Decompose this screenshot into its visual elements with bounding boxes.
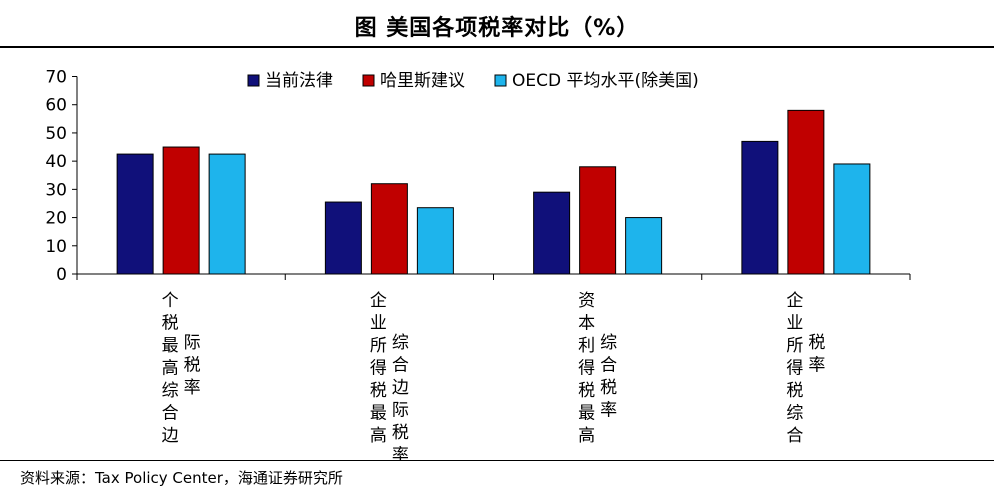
source-note: 资料来源：Tax Policy Center，海通证券研究所	[20, 469, 343, 487]
x-category-label: 际税率	[184, 333, 201, 398]
legend-label: 当前法律	[265, 71, 333, 91]
y-tick-label: 20	[45, 209, 67, 229]
x-category-label: 综合边际税率	[392, 333, 409, 460]
y-tick-label: 10	[45, 237, 67, 257]
title-bar: 图 美国各项税率对比（%）	[0, 0, 994, 48]
x-category-label: 企业所得税综合	[786, 291, 803, 446]
legend-label: 哈里斯建议	[380, 71, 465, 91]
y-tick-label: 30	[45, 180, 67, 200]
bar	[533, 191, 571, 275]
x-category-label: 个税最高综合边	[162, 291, 179, 446]
legend-label: OECD 平均水平(除美国)	[512, 71, 699, 91]
bar	[370, 183, 408, 275]
x-category-label: 资本利得税最高	[578, 291, 595, 446]
chart-title: 图 美国各项税率对比（%）	[354, 16, 640, 41]
bar	[324, 201, 362, 275]
x-category-label: 税率	[808, 333, 825, 376]
bar	[625, 217, 663, 275]
bar	[208, 153, 246, 275]
bar	[579, 166, 617, 275]
bar	[116, 153, 154, 275]
y-tick-label: 60	[45, 96, 67, 116]
bar	[741, 140, 779, 275]
bar	[162, 146, 200, 275]
y-tick-label: 0	[56, 265, 67, 285]
y-tick-label: 50	[45, 124, 67, 144]
x-category-label: 综合税率	[600, 333, 617, 421]
bar	[787, 109, 825, 275]
bar	[833, 163, 871, 275]
legend-swatch	[247, 74, 260, 87]
bar	[416, 207, 454, 275]
legend-swatch	[362, 74, 375, 87]
y-tick-label: 70	[45, 68, 67, 88]
source-bar: 资料来源：Tax Policy Center，海通证券研究所	[0, 460, 994, 490]
x-category-label: 企业所得税最高	[370, 291, 387, 446]
legend-swatch	[494, 74, 507, 87]
y-tick-label: 40	[45, 152, 67, 172]
